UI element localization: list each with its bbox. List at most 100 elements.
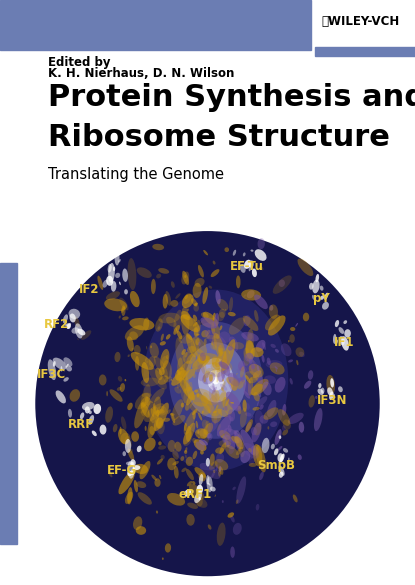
Ellipse shape xyxy=(257,365,259,371)
Ellipse shape xyxy=(154,356,168,377)
Ellipse shape xyxy=(335,340,338,345)
Ellipse shape xyxy=(131,431,139,442)
Ellipse shape xyxy=(225,399,229,406)
Ellipse shape xyxy=(299,352,305,357)
Ellipse shape xyxy=(228,373,239,387)
Text: RRF: RRF xyxy=(68,418,94,431)
Ellipse shape xyxy=(217,312,225,321)
Ellipse shape xyxy=(229,297,233,312)
Ellipse shape xyxy=(214,411,217,425)
Ellipse shape xyxy=(315,274,319,283)
Ellipse shape xyxy=(153,397,161,415)
Ellipse shape xyxy=(120,426,122,435)
Ellipse shape xyxy=(210,342,216,350)
Ellipse shape xyxy=(233,250,236,256)
Ellipse shape xyxy=(185,317,193,326)
Ellipse shape xyxy=(137,446,142,452)
Ellipse shape xyxy=(153,407,158,414)
Ellipse shape xyxy=(195,467,206,478)
Ellipse shape xyxy=(219,309,226,318)
Ellipse shape xyxy=(274,448,278,455)
Ellipse shape xyxy=(192,438,197,443)
Ellipse shape xyxy=(219,362,229,370)
Ellipse shape xyxy=(173,309,182,333)
Ellipse shape xyxy=(210,487,216,491)
Ellipse shape xyxy=(206,368,215,376)
Ellipse shape xyxy=(181,271,189,284)
Ellipse shape xyxy=(194,367,200,372)
Ellipse shape xyxy=(312,295,315,300)
Ellipse shape xyxy=(88,410,92,414)
Ellipse shape xyxy=(66,366,72,371)
Ellipse shape xyxy=(251,422,261,442)
Ellipse shape xyxy=(309,283,313,290)
Ellipse shape xyxy=(234,430,242,449)
Ellipse shape xyxy=(179,378,195,400)
Ellipse shape xyxy=(242,443,259,459)
Ellipse shape xyxy=(125,492,133,504)
Ellipse shape xyxy=(208,370,224,391)
Ellipse shape xyxy=(124,379,126,381)
Ellipse shape xyxy=(215,393,220,401)
Ellipse shape xyxy=(185,447,188,452)
Ellipse shape xyxy=(290,378,293,384)
Ellipse shape xyxy=(167,457,176,470)
Ellipse shape xyxy=(208,330,210,334)
Ellipse shape xyxy=(241,290,261,301)
Ellipse shape xyxy=(119,298,129,311)
Ellipse shape xyxy=(215,405,218,410)
Ellipse shape xyxy=(68,409,72,418)
Ellipse shape xyxy=(245,353,254,362)
Ellipse shape xyxy=(295,347,304,357)
Ellipse shape xyxy=(200,352,206,361)
Ellipse shape xyxy=(256,445,266,472)
Ellipse shape xyxy=(137,267,152,278)
Ellipse shape xyxy=(245,419,253,432)
Ellipse shape xyxy=(158,441,162,445)
Ellipse shape xyxy=(159,367,165,376)
Ellipse shape xyxy=(212,336,217,350)
Ellipse shape xyxy=(251,427,257,435)
Ellipse shape xyxy=(127,461,134,479)
Ellipse shape xyxy=(131,468,135,475)
Ellipse shape xyxy=(193,450,197,459)
Ellipse shape xyxy=(71,328,79,333)
Ellipse shape xyxy=(244,294,246,297)
Ellipse shape xyxy=(227,373,236,391)
Ellipse shape xyxy=(216,367,220,381)
Ellipse shape xyxy=(183,432,193,446)
Ellipse shape xyxy=(231,380,238,391)
Ellipse shape xyxy=(215,390,226,416)
Ellipse shape xyxy=(184,450,187,454)
Ellipse shape xyxy=(283,419,291,430)
Ellipse shape xyxy=(226,391,241,411)
Ellipse shape xyxy=(216,464,218,470)
Ellipse shape xyxy=(275,429,281,445)
Ellipse shape xyxy=(63,377,69,381)
Ellipse shape xyxy=(210,363,225,372)
Ellipse shape xyxy=(121,417,127,430)
Ellipse shape xyxy=(205,421,211,432)
Ellipse shape xyxy=(210,453,215,466)
Ellipse shape xyxy=(56,390,66,404)
Ellipse shape xyxy=(266,360,282,368)
Ellipse shape xyxy=(171,370,186,386)
Ellipse shape xyxy=(145,397,151,405)
Ellipse shape xyxy=(53,357,66,370)
Ellipse shape xyxy=(150,388,165,403)
Ellipse shape xyxy=(239,366,247,372)
Ellipse shape xyxy=(264,407,278,420)
Ellipse shape xyxy=(175,442,182,452)
Ellipse shape xyxy=(213,313,216,320)
Ellipse shape xyxy=(200,450,204,455)
Ellipse shape xyxy=(172,450,179,460)
Ellipse shape xyxy=(118,376,122,381)
Ellipse shape xyxy=(211,322,220,339)
Ellipse shape xyxy=(108,263,115,283)
Ellipse shape xyxy=(308,395,315,408)
Ellipse shape xyxy=(144,290,288,471)
Ellipse shape xyxy=(206,458,210,467)
Ellipse shape xyxy=(229,379,231,383)
Ellipse shape xyxy=(298,455,302,460)
Ellipse shape xyxy=(241,332,259,342)
